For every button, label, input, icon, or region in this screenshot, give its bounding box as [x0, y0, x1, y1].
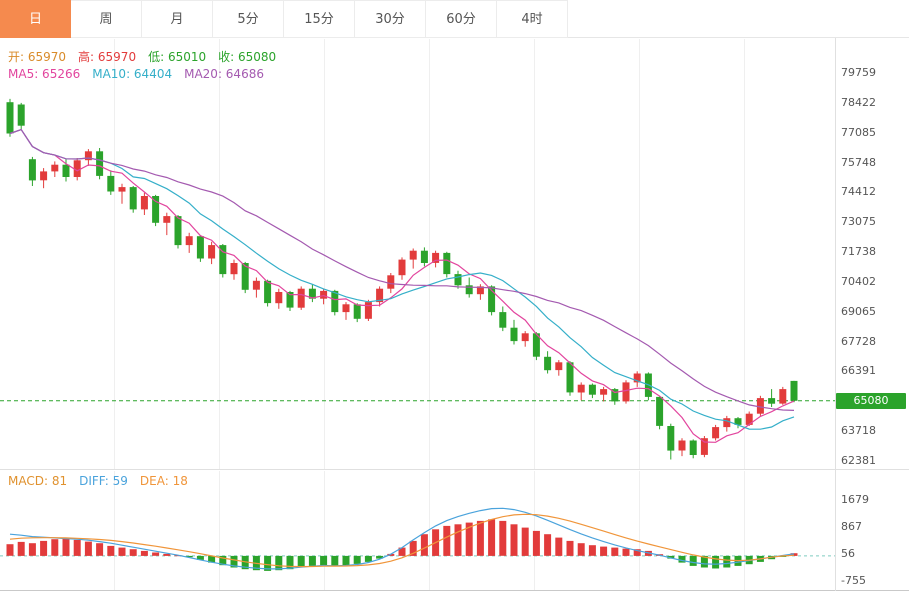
tab-4hour[interactable]: 4时 [497, 0, 568, 38]
macd-tick: 1679 [841, 493, 869, 506]
price-tick: 66391 [841, 364, 876, 378]
price-tick: 77085 [841, 125, 876, 139]
ohlc-legend: 开: 65970 高: 65970 低: 65010 收: 65080 [8, 48, 288, 65]
macd-legend-dea: DEA: 18 [139, 474, 188, 488]
price-tick: 69065 [841, 304, 876, 318]
price-tick: 79759 [841, 66, 876, 79]
price-tick: 67728 [841, 334, 876, 348]
macd-legend: MACD: 81 DIFF: 59 DEA: 18 [8, 474, 200, 488]
price-tick: 70402 [841, 274, 876, 288]
macd-tick: 56 [841, 547, 855, 560]
ohlc-legend-low: 低: 65010 [148, 50, 207, 64]
price-tick: 75748 [841, 155, 876, 169]
ohlc-legend-close: 收: 65080 [218, 50, 277, 64]
tab-day[interactable]: 日 [0, 0, 71, 38]
ohlc-legend-high: 高: 65970 [78, 50, 137, 64]
tab-30min[interactable]: 30分 [355, 0, 426, 38]
price-tick: 73075 [841, 215, 876, 229]
ohlc-legend-open: 开: 65970 [8, 50, 67, 64]
tab-5min[interactable]: 5分 [213, 0, 284, 38]
tab-month[interactable]: 月 [142, 0, 213, 38]
price-tick: 74412 [841, 185, 876, 199]
ma-legend-ma20: MA20: 64686 [184, 67, 264, 81]
price-tick: 62381 [841, 454, 876, 467]
macd-tick: -755 [841, 574, 866, 587]
ma-legend-ma10: MA10: 64404 [92, 67, 173, 81]
macd-tick: 867 [841, 520, 862, 534]
ma-legend: MA5: 65266 MA10: 64404 MA20: 64686 [8, 67, 276, 81]
price-tick: 71738 [841, 245, 876, 259]
price-tick: 63718 [841, 424, 876, 438]
current-price-tag: 65080 [836, 392, 906, 409]
ma-legend-ma5: MA5: 65266 [8, 67, 81, 81]
macd-legend-diff: DIFF: 59 [79, 474, 128, 488]
price-tick: 78422 [841, 95, 876, 109]
tab-bar: 日周月 5分 15分 30分 60分 4时 [0, 0, 909, 38]
macd-legend-macd: MACD: 81 [8, 474, 68, 488]
tab-15min[interactable]: 15分 [284, 0, 355, 38]
tab-week[interactable]: 周 [71, 0, 142, 38]
tab-60min[interactable]: 60分 [426, 0, 497, 38]
